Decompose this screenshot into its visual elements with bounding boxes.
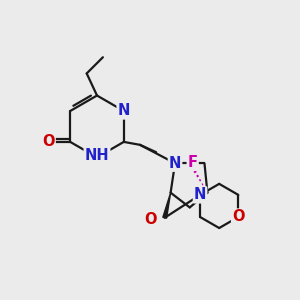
Text: NH: NH [85, 148, 109, 164]
Polygon shape [163, 193, 171, 218]
Text: N: N [169, 156, 181, 171]
Text: O: O [145, 212, 157, 227]
Text: N: N [194, 188, 206, 202]
Text: F: F [188, 155, 198, 170]
Text: O: O [232, 209, 244, 224]
Text: O: O [42, 134, 55, 149]
Text: N: N [118, 103, 130, 118]
